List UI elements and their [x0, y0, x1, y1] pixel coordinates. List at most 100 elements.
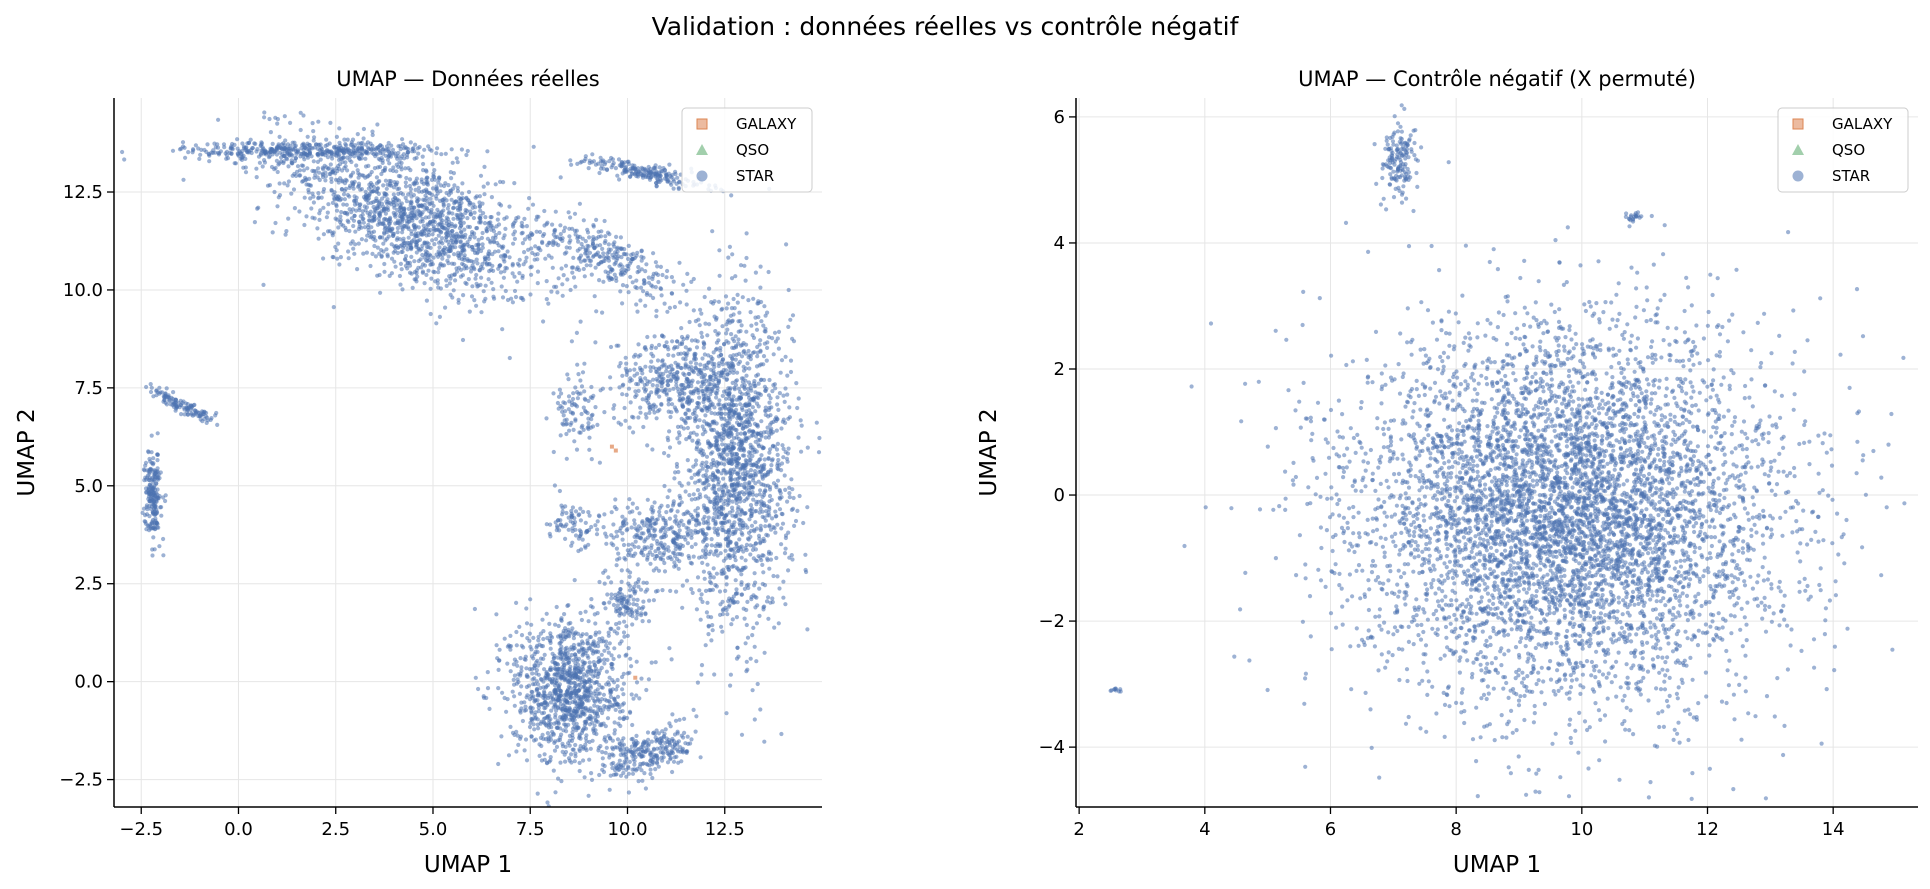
point-star: [671, 177, 676, 182]
point-star: [364, 150, 369, 155]
point-star: [384, 186, 389, 191]
point-star: [732, 550, 737, 555]
point-star: [433, 237, 439, 242]
point-star: [749, 433, 754, 438]
point-star: [413, 179, 418, 184]
point-star: [748, 468, 754, 473]
point-star: [757, 437, 763, 443]
point-star: [643, 412, 648, 417]
point-star: [507, 355, 512, 361]
point-star: [649, 546, 654, 551]
point-star: [494, 612, 499, 617]
point-star: [553, 209, 558, 214]
point-star: [728, 672, 734, 677]
point-star: [417, 237, 422, 242]
point-star: [527, 236, 532, 241]
point-star: [426, 268, 431, 273]
point-star: [740, 567, 745, 572]
point-star: [482, 164, 487, 169]
point-star: [694, 458, 699, 463]
point-star: [711, 421, 717, 426]
point-star: [422, 255, 427, 260]
point-star: [502, 259, 507, 264]
point-star: [720, 393, 725, 398]
point-star: [667, 429, 672, 434]
point-star: [785, 459, 790, 464]
point-star: [698, 307, 703, 312]
point-star: [519, 220, 525, 225]
point-star: [436, 270, 441, 275]
point-star: [520, 224, 525, 229]
point-star: [609, 510, 614, 515]
point-star: [746, 386, 751, 391]
point-star: [344, 202, 349, 207]
point-star: [611, 161, 616, 166]
point-star: [281, 160, 286, 166]
point-star: [422, 281, 427, 286]
point-star: [634, 693, 639, 698]
point-star: [588, 263, 593, 268]
point-star: [625, 527, 630, 532]
point-star: [563, 263, 569, 268]
point-star: [670, 339, 675, 344]
point-star: [639, 267, 644, 272]
point-star: [730, 499, 735, 504]
point-star: [440, 263, 445, 268]
point-star: [559, 266, 564, 271]
point-star: [621, 542, 627, 548]
point-star: [591, 235, 596, 240]
point-star: [736, 319, 741, 324]
point-star: [191, 147, 196, 152]
point-star: [684, 302, 689, 307]
point-star: [748, 552, 753, 557]
point-star: [726, 340, 731, 345]
point-star: [448, 276, 453, 281]
point-star: [289, 191, 294, 196]
point-star: [673, 514, 678, 519]
point-star: [694, 523, 699, 528]
point-star: [400, 219, 405, 224]
point-star: [718, 414, 724, 419]
point-star: [681, 522, 686, 528]
point-star: [729, 525, 734, 530]
point-star: [342, 197, 347, 202]
point-star: [710, 628, 715, 633]
point-star: [359, 187, 364, 192]
point-star: [601, 525, 606, 530]
point-star: [371, 229, 377, 234]
point-star: [395, 154, 400, 159]
point-star: [739, 482, 744, 488]
point-star: [269, 147, 274, 152]
point-star: [420, 219, 425, 224]
point-star: [664, 275, 669, 280]
point-star: [401, 212, 406, 217]
point-star: [255, 147, 260, 152]
point-star: [514, 629, 519, 635]
point-star: [658, 555, 663, 560]
point-star: [421, 197, 426, 202]
point-star: [744, 622, 749, 628]
point-star: [741, 606, 746, 611]
point-star: [750, 688, 755, 693]
point-star: [685, 458, 690, 463]
point-star: [416, 202, 421, 207]
point-star: [733, 529, 738, 535]
point-star: [718, 452, 723, 457]
point-star: [652, 334, 657, 339]
point-star: [229, 151, 234, 156]
point-star: [678, 300, 683, 305]
point-star: [729, 452, 734, 458]
point-star: [638, 405, 643, 410]
point-star: [650, 526, 655, 531]
point-star: [753, 434, 759, 439]
point-star: [753, 315, 758, 320]
point-star: [721, 436, 726, 441]
point-star: [338, 218, 343, 223]
point-star: [710, 472, 715, 478]
point-star: [329, 150, 334, 156]
point-star: [689, 535, 694, 540]
point-star: [615, 694, 621, 699]
point-star: [352, 251, 357, 256]
point-star: [755, 372, 761, 377]
point-star: [667, 388, 672, 393]
